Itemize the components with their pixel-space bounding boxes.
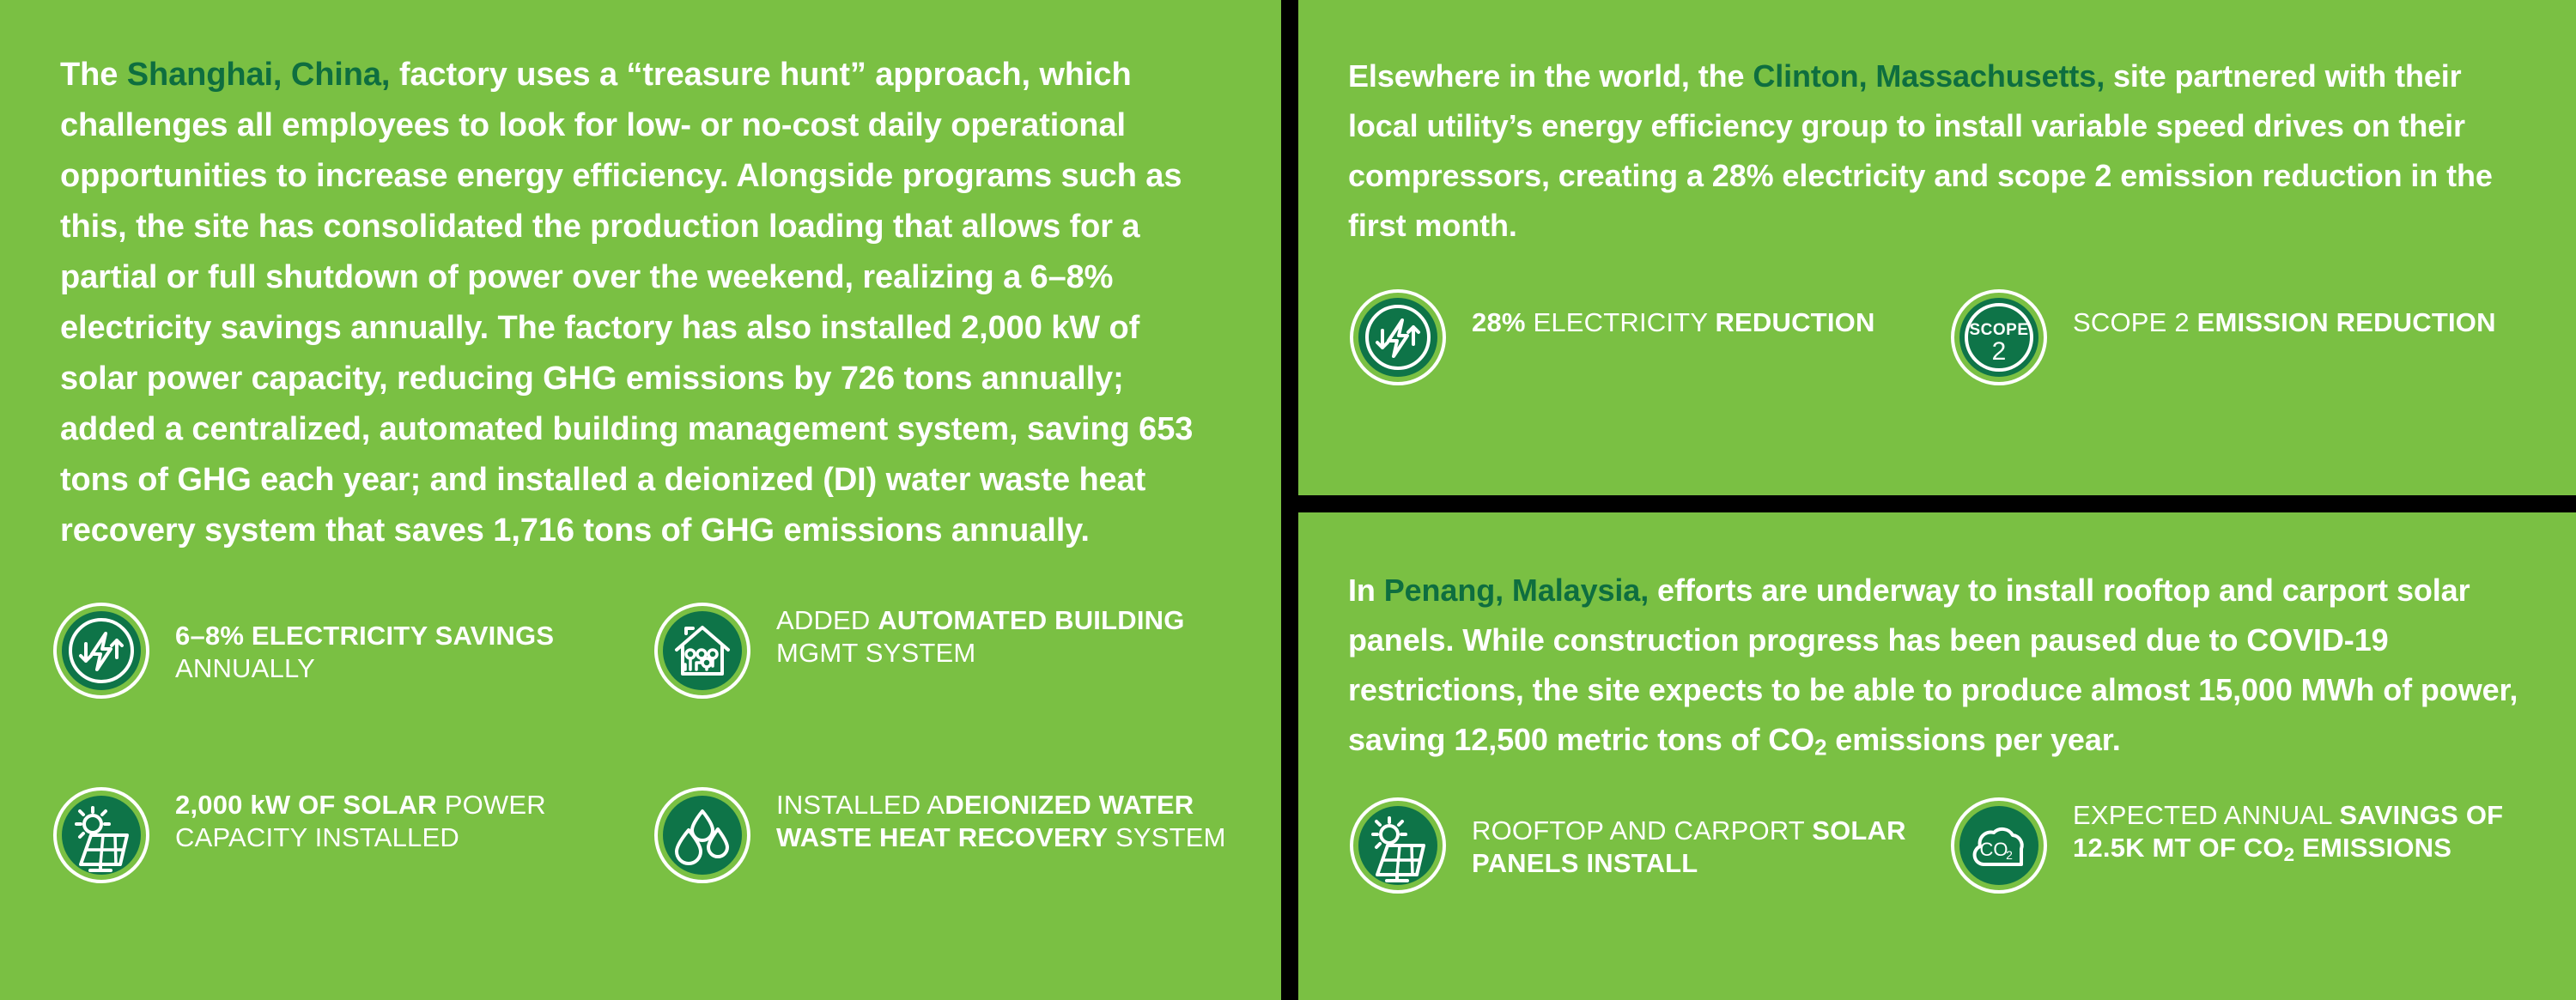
paragraph-segment: site partnered with their local utility’…	[1348, 58, 2493, 243]
stat-co2-savings-label: EXPECTED ANNUAL SAVINGS OF 12.5K MT OF C…	[2073, 796, 2543, 871]
stat-regular-tail: MGMT SYSTEM	[776, 638, 976, 668]
stat-regular-tail: ANNUALLY	[175, 653, 315, 683]
stat-bold-tail: SOLAR PANELS INSTALL	[1472, 815, 1906, 878]
stat-28-percent-label: 28% ELECTRICITY REDUCTION	[1472, 288, 1875, 339]
scope-badge-line-1: SCOPE	[1969, 321, 2028, 339]
stat-regular-lead: EXPECTED ANNUAL	[2073, 800, 2340, 830]
clinton-paragraph: Elsewhere in the world, the Clinton, Mas…	[1348, 52, 2524, 251]
paragraph-segment: Elsewhere in the world, the	[1348, 58, 1753, 94]
stat-solar-capacity-label: 2,000 kW OF SOLAR POWER CAPACITY INSTALL…	[175, 785, 646, 854]
penang-paragraph: In Penang, Malaysia, efforts are underwa…	[1348, 566, 2533, 773]
shanghai-stat-grid: 6–8% ELECTRICITY SAVINGS ANNUALLY	[53, 601, 1255, 970]
panel-clinton: Elsewhere in the world, the Clinton, Mas…	[1298, 0, 2576, 495]
clinton-stat-grid: 28% ELECTRICITY REDUCTION SCOPE 2 SCOPE …	[1350, 288, 2552, 459]
smart-building-icon	[654, 603, 750, 699]
co2-cloud-icon: CO 2	[1951, 797, 2047, 894]
stat-di-water-label: INSTALLED ADEIONIZED WATER WASTE HEAT RE…	[776, 785, 1247, 854]
stat-rooftop-carport-solar: ROOFTOP AND CARPORT SOLAR PANELS INSTALL	[1350, 796, 1951, 967]
stat-building-mgmt: ADDED AUTOMATED BUILDING MGMT SYSTEM	[654, 601, 1255, 785]
stat-bold-tail: REDUCTION	[1715, 307, 1875, 337]
stat-solar-capacity: 2,000 kW OF SOLAR POWER CAPACITY INSTALL…	[53, 785, 654, 970]
stat-regular-tail: SYSTEM	[1108, 822, 1226, 852]
scope-badge-line-2: 2	[1992, 337, 2007, 366]
solar-panel-icon	[53, 787, 149, 883]
stat-co2-savings: CO 2 EXPECTED ANNUAL SAVINGS OF 12.5K MT…	[1951, 796, 2552, 967]
stat-bold-lead: 28%	[1472, 307, 1526, 337]
stat-bold-mid-b: EMISSIONS	[2294, 833, 2452, 863]
penang-stat-grid: ROOFTOP AND CARPORT SOLAR PANELS INSTALL…	[1350, 796, 2552, 967]
paragraph-segment: In	[1348, 573, 1384, 608]
stat-regular-lead: INSTALLED A	[776, 790, 945, 820]
stat-electricity-savings: 6–8% ELECTRICITY SAVINGS ANNUALLY	[53, 601, 654, 785]
stat-regular-tail: POWER CAPACITY INSTALLED	[175, 790, 546, 852]
panel-shanghai: The Shanghai, China, factory uses a “tre…	[0, 0, 1281, 1000]
stat-bold-subscript: 2	[2283, 843, 2295, 865]
shanghai-paragraph: The Shanghai, China, factory uses a “tre…	[60, 50, 1194, 556]
stat-bold-mid-a: SAVINGS OF 12.5K MT OF CO	[2073, 800, 2504, 863]
stat-28-percent-electricity: 28% ELECTRICITY REDUCTION	[1350, 288, 1951, 459]
stat-regular-mid: ELECTRICITY	[1525, 307, 1716, 337]
paragraph-segment: efforts are underway to install rooftop …	[1348, 573, 2518, 757]
location-accent-penang: Penang, Malaysia,	[1383, 573, 1649, 608]
scope-2-badge-icon: SCOPE 2	[1951, 289, 2047, 385]
stat-bold-mid: DEIONIZED WATER WASTE HEAT RECOVERY	[776, 790, 1194, 852]
co2-badge-text: CO	[1980, 839, 2008, 860]
stat-scope-2-label: SCOPE 2 EMISSION REDUCTION	[2073, 288, 2496, 339]
paragraph-segment: emissions per year.	[1826, 722, 2121, 757]
stat-regular-lead: ADDED	[776, 605, 878, 635]
stat-scope-2-emission: SCOPE 2 SCOPE 2 EMISSION REDUCTION	[1951, 288, 2552, 459]
paragraph-segment: The	[60, 57, 127, 93]
paragraph-segment: factory uses a “treasure hunt” approach,…	[60, 57, 1194, 548]
stat-di-water-heat-recovery: INSTALLED ADEIONIZED WATER WASTE HEAT RE…	[654, 785, 1255, 970]
paragraph-subscript: 2	[1814, 736, 1827, 761]
stat-building-mgmt-label: ADDED AUTOMATED BUILDING MGMT SYSTEM	[776, 601, 1247, 670]
stat-regular-lead: ROOFTOP AND CARPORT	[1472, 815, 1813, 845]
stat-bold-tail: EMISSION REDUCTION	[2196, 307, 2496, 337]
co2-badge-subscript: 2	[2006, 848, 2013, 862]
stat-regular-lead: SCOPE 2	[2073, 307, 2197, 337]
stat-bold-lead: 2,000 kW OF SOLAR	[175, 790, 437, 820]
solar-panel-icon	[1350, 797, 1446, 894]
stat-bold-lead: 6–8% ELECTRICITY SAVINGS	[175, 621, 555, 651]
panel-penang: In Penang, Malaysia, efforts are underwa…	[1298, 512, 2576, 1000]
stat-electricity-savings-label: 6–8% ELECTRICITY SAVINGS ANNUALLY	[175, 601, 646, 685]
electricity-recycle-icon	[1350, 289, 1446, 385]
water-droplets-icon	[654, 787, 750, 883]
stat-rooftop-solar-label: ROOFTOP AND CARPORT SOLAR PANELS INSTALL	[1472, 796, 1942, 880]
electricity-recycle-icon	[53, 603, 149, 699]
stat-bold-mid: AUTOMATED BUILDING	[878, 605, 1185, 635]
location-accent-shanghai: Shanghai, China,	[126, 57, 391, 93]
location-accent-clinton: Clinton, Massachusetts,	[1753, 58, 2105, 94]
